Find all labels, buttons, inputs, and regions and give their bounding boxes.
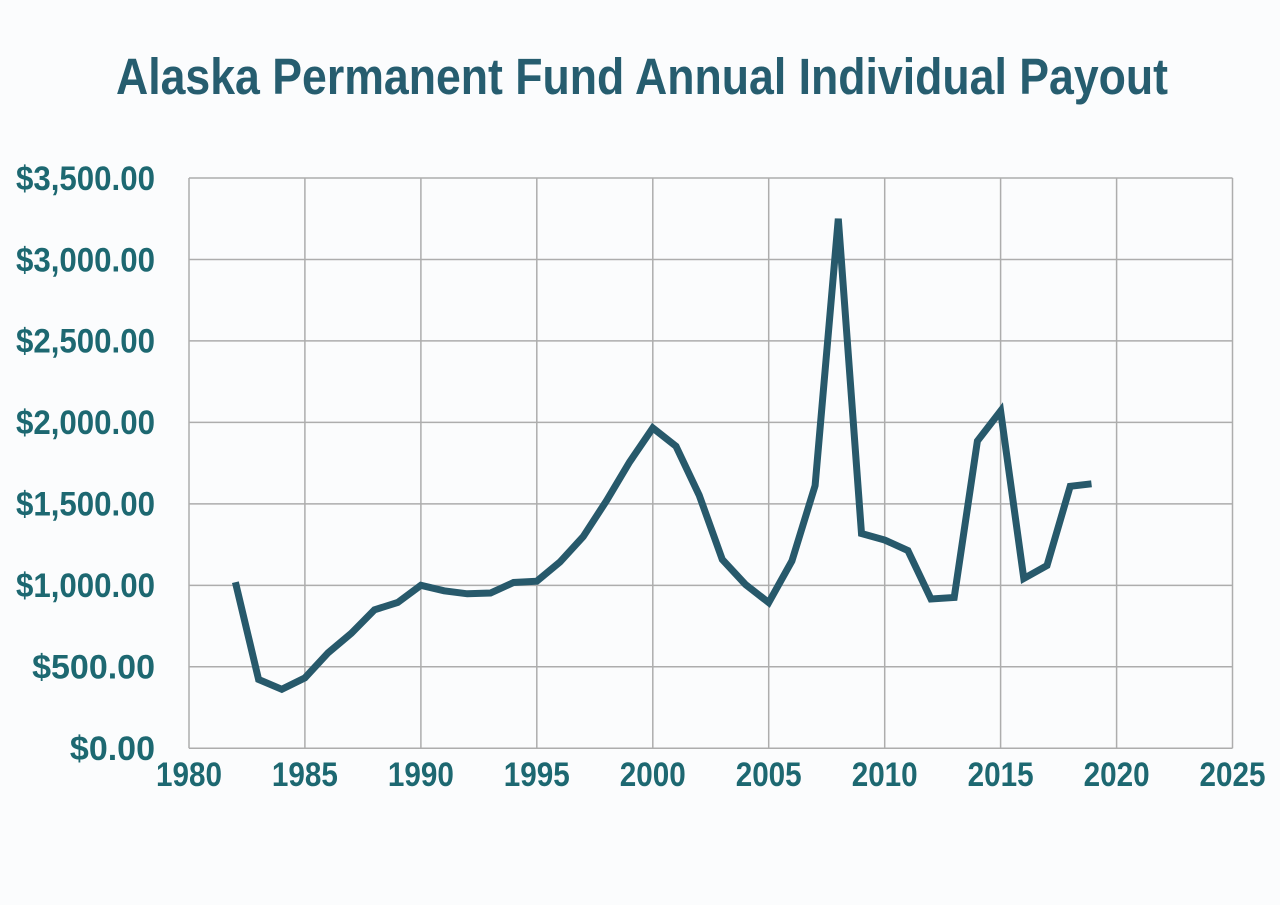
svg-text:1990: 1990 [388,756,454,794]
svg-text:$2,500.00: $2,500.00 [16,323,155,361]
svg-text:2000: 2000 [620,756,686,794]
svg-text:1980: 1980 [156,756,222,794]
svg-text:1995: 1995 [504,756,570,794]
svg-text:2005: 2005 [736,756,802,794]
svg-text:$1,000.00: $1,000.00 [16,567,155,605]
svg-text:2015: 2015 [968,756,1034,794]
svg-text:$500.00: $500.00 [32,649,155,687]
svg-text:Alaska Permanent Fund Annual I: Alaska Permanent Fund Annual Individual … [116,48,1168,105]
svg-text:1985: 1985 [272,756,338,794]
svg-text:$3,500.00: $3,500.00 [16,160,155,198]
svg-text:2010: 2010 [852,756,918,794]
svg-text:2025: 2025 [1200,756,1266,794]
svg-text:$0.00: $0.00 [70,730,155,768]
svg-text:$1,500.00: $1,500.00 [16,486,155,524]
svg-text:$2,000.00: $2,000.00 [16,404,155,442]
svg-text:2020: 2020 [1084,756,1150,794]
svg-text:$3,000.00: $3,000.00 [16,241,155,279]
